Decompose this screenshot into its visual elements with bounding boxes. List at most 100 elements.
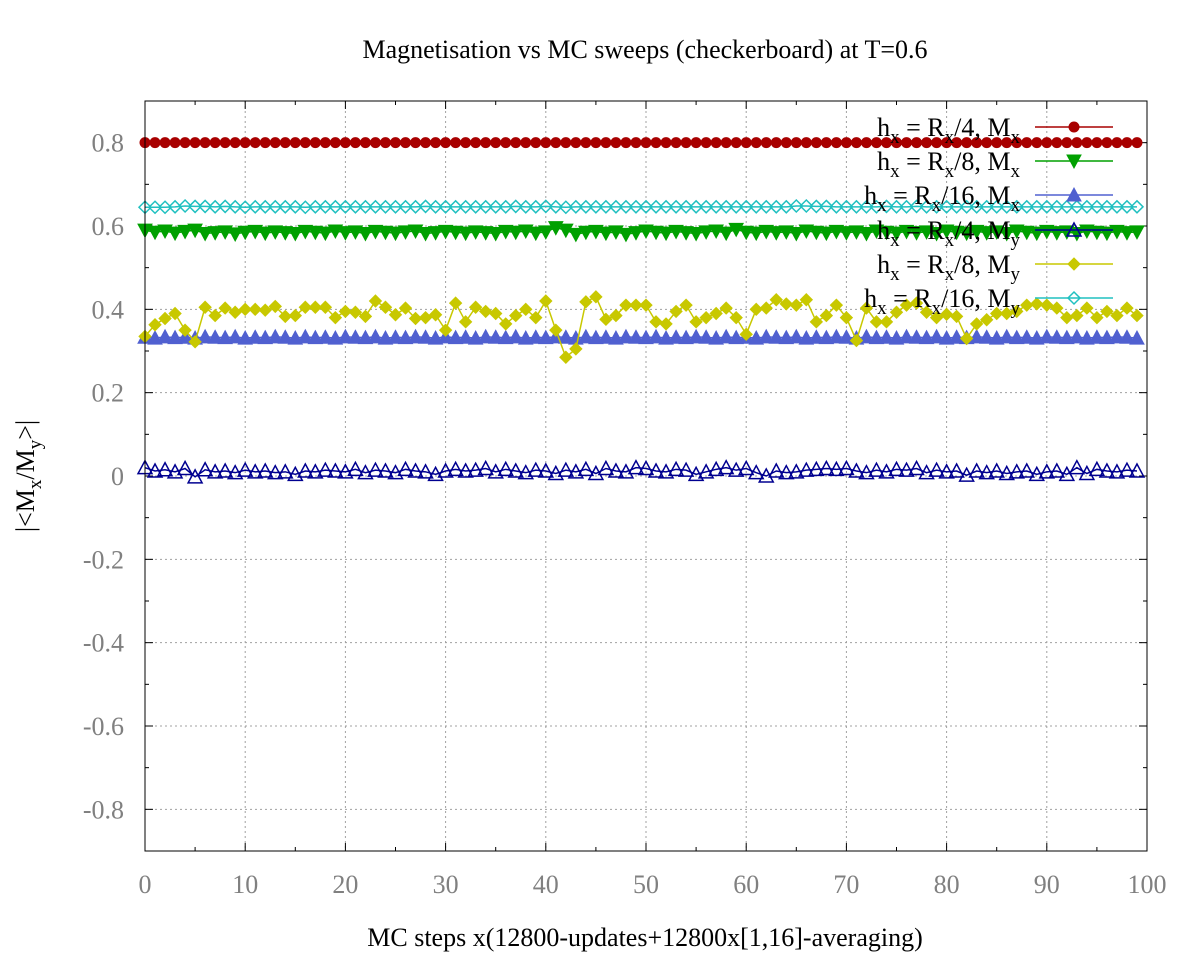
data-point bbox=[207, 329, 223, 344]
data-point bbox=[467, 330, 484, 345]
data-point bbox=[219, 137, 231, 149]
data-point bbox=[1080, 301, 1094, 315]
data-point bbox=[689, 199, 704, 214]
data-point bbox=[528, 199, 543, 214]
data-point bbox=[257, 329, 274, 345]
legend-label-part: x bbox=[945, 264, 955, 285]
data-point bbox=[208, 308, 222, 323]
data-point bbox=[1010, 304, 1024, 319]
data-point bbox=[588, 199, 603, 214]
data-point bbox=[558, 329, 574, 344]
y-tick-label: -0.4 bbox=[83, 629, 124, 658]
legend-label-part: x bbox=[1011, 161, 1021, 182]
data-point bbox=[608, 330, 624, 345]
data-point bbox=[218, 301, 232, 315]
data-point bbox=[368, 199, 383, 214]
legend-label-part: y bbox=[1011, 264, 1021, 285]
legend-entry: hx = Rx/4, Mx bbox=[877, 113, 1113, 148]
data-point bbox=[1089, 329, 1105, 344]
data-point bbox=[998, 328, 1015, 344]
data-point bbox=[799, 198, 814, 214]
data-point bbox=[168, 306, 182, 321]
data-point bbox=[1008, 224, 1025, 240]
data-point bbox=[490, 137, 502, 149]
data-point bbox=[568, 199, 583, 214]
data-point bbox=[1050, 301, 1064, 315]
data-point bbox=[259, 137, 271, 149]
data-point bbox=[197, 328, 213, 344]
data-point bbox=[869, 315, 884, 329]
data-point bbox=[939, 307, 954, 322]
data-point bbox=[517, 464, 535, 480]
data-point bbox=[428, 308, 443, 322]
data-point bbox=[839, 199, 854, 214]
data-point bbox=[678, 329, 694, 345]
data-point bbox=[578, 225, 594, 241]
data-point bbox=[690, 137, 702, 149]
data-point bbox=[278, 309, 292, 324]
data-point bbox=[649, 315, 663, 329]
data-point bbox=[759, 301, 773, 315]
data-point bbox=[147, 200, 163, 215]
data-point bbox=[1061, 137, 1073, 149]
data-point bbox=[398, 199, 413, 214]
data-point bbox=[307, 463, 324, 479]
data-point bbox=[718, 328, 734, 344]
data-point bbox=[440, 137, 452, 149]
data-point bbox=[778, 329, 795, 345]
data-point bbox=[410, 137, 422, 149]
data-point bbox=[689, 315, 703, 329]
data-point bbox=[499, 317, 513, 331]
data-point bbox=[688, 227, 704, 242]
data-point bbox=[257, 226, 274, 242]
data-point bbox=[708, 330, 724, 345]
data-point bbox=[339, 137, 351, 149]
data-point bbox=[358, 199, 373, 214]
data-point bbox=[1041, 137, 1053, 149]
data-point bbox=[1111, 137, 1123, 149]
data-point bbox=[680, 137, 692, 149]
data-point bbox=[618, 199, 634, 214]
x-tick-label: 10 bbox=[232, 870, 258, 899]
data-point bbox=[377, 462, 394, 478]
data-point bbox=[809, 199, 824, 214]
data-point bbox=[589, 290, 603, 304]
data-point bbox=[788, 463, 805, 479]
data-point bbox=[467, 461, 484, 477]
data-point bbox=[277, 463, 294, 479]
series-3 bbox=[137, 328, 1145, 345]
data-point bbox=[667, 460, 685, 477]
data-point bbox=[468, 300, 483, 314]
data-point bbox=[1090, 310, 1104, 325]
chart-title: Magnetisation vs MC sweeps (checkerboard… bbox=[362, 35, 927, 64]
data-point bbox=[999, 199, 1014, 214]
data-point bbox=[1021, 137, 1033, 149]
data-point bbox=[457, 462, 474, 478]
data-point bbox=[868, 224, 885, 240]
data-point bbox=[629, 298, 643, 312]
data-point bbox=[829, 298, 844, 312]
data-point bbox=[698, 329, 714, 344]
data-point bbox=[978, 464, 995, 480]
data-point bbox=[859, 199, 874, 214]
data-point bbox=[226, 464, 244, 480]
data-point bbox=[267, 328, 284, 344]
data-point bbox=[1020, 298, 1034, 312]
data-point bbox=[989, 199, 1004, 214]
data-point bbox=[198, 199, 213, 214]
data-point bbox=[1031, 137, 1043, 149]
data-point bbox=[979, 313, 994, 327]
series-4 bbox=[136, 459, 1146, 484]
data-point bbox=[298, 300, 313, 314]
data-point bbox=[879, 315, 894, 329]
data-point bbox=[1039, 199, 1054, 214]
y-tick-label: 0.4 bbox=[92, 295, 125, 324]
data-point bbox=[539, 294, 553, 308]
data-point bbox=[368, 294, 383, 308]
data-point bbox=[397, 460, 414, 477]
data-point bbox=[357, 464, 374, 480]
data-point bbox=[1109, 199, 1125, 214]
data-point bbox=[318, 300, 333, 314]
data-point bbox=[338, 304, 353, 319]
